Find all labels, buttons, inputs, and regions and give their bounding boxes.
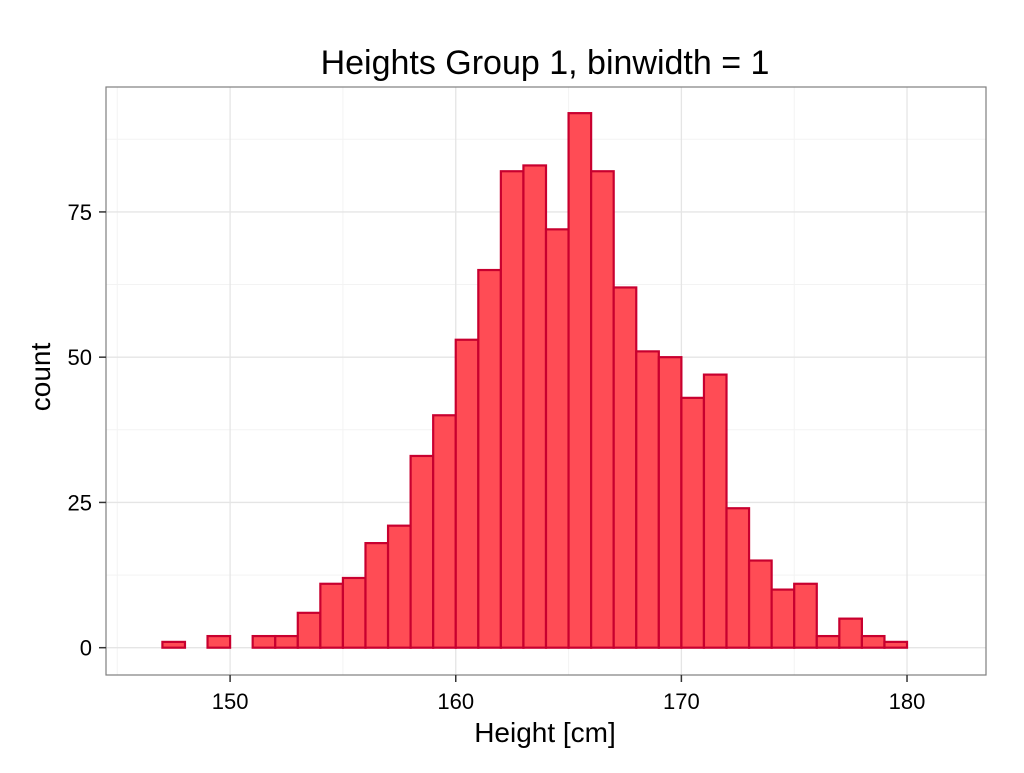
histogram-bar <box>702 373 728 649</box>
x-tick-label: 150 <box>212 689 249 714</box>
histogram-bar <box>319 582 345 649</box>
histogram-bar <box>883 640 909 649</box>
histogram-bar <box>274 634 299 649</box>
x-tick-label: 170 <box>663 689 700 714</box>
histogram-bar <box>838 617 863 649</box>
y-axis: 0 25 50 75 <box>68 200 106 661</box>
panel-border <box>105 86 987 676</box>
histogram-bar <box>477 268 502 649</box>
y-tick-label: 50 <box>68 345 92 370</box>
histogram-bar <box>251 634 277 649</box>
histogram-bar <box>364 542 390 649</box>
histogram-bar <box>206 634 232 649</box>
histogram-bar <box>612 286 638 649</box>
histogram-bar <box>499 170 525 649</box>
y-tick-label: 0 <box>80 636 92 661</box>
histogram-bar <box>522 164 548 649</box>
histogram-bar <box>161 640 187 649</box>
histogram-bar <box>860 634 886 649</box>
chart-title: Heights Group 1, binwidth = 1 <box>321 44 770 82</box>
x-tick-label: 180 <box>889 689 926 714</box>
histogram-bar <box>657 356 683 649</box>
x-axis-label: Height [cm] <box>474 717 616 748</box>
histogram-bar <box>725 507 751 649</box>
histogram-bar <box>747 559 773 649</box>
histogram-bar <box>341 576 367 649</box>
histogram-bar <box>635 350 660 649</box>
histogram-bar <box>544 228 570 649</box>
histogram-bar <box>409 454 435 649</box>
y-tick-label: 25 <box>68 490 92 515</box>
histogram-bar <box>770 588 796 649</box>
x-axis: 150 160 170 180 <box>212 675 926 714</box>
histogram-bar <box>793 582 818 649</box>
histogram-bars <box>161 112 909 649</box>
histogram-bar <box>815 634 841 649</box>
histogram-bar <box>296 611 322 649</box>
histogram-bar <box>590 170 615 649</box>
histogram-bar <box>680 396 706 649</box>
y-tick-label: 75 <box>68 200 92 225</box>
y-axis-label: count <box>25 343 56 412</box>
x-tick-label: 160 <box>437 689 474 714</box>
histogram-bar <box>386 524 412 649</box>
histogram-bar <box>567 112 593 649</box>
histogram-bar <box>454 338 480 649</box>
histogram-bar <box>432 414 457 649</box>
